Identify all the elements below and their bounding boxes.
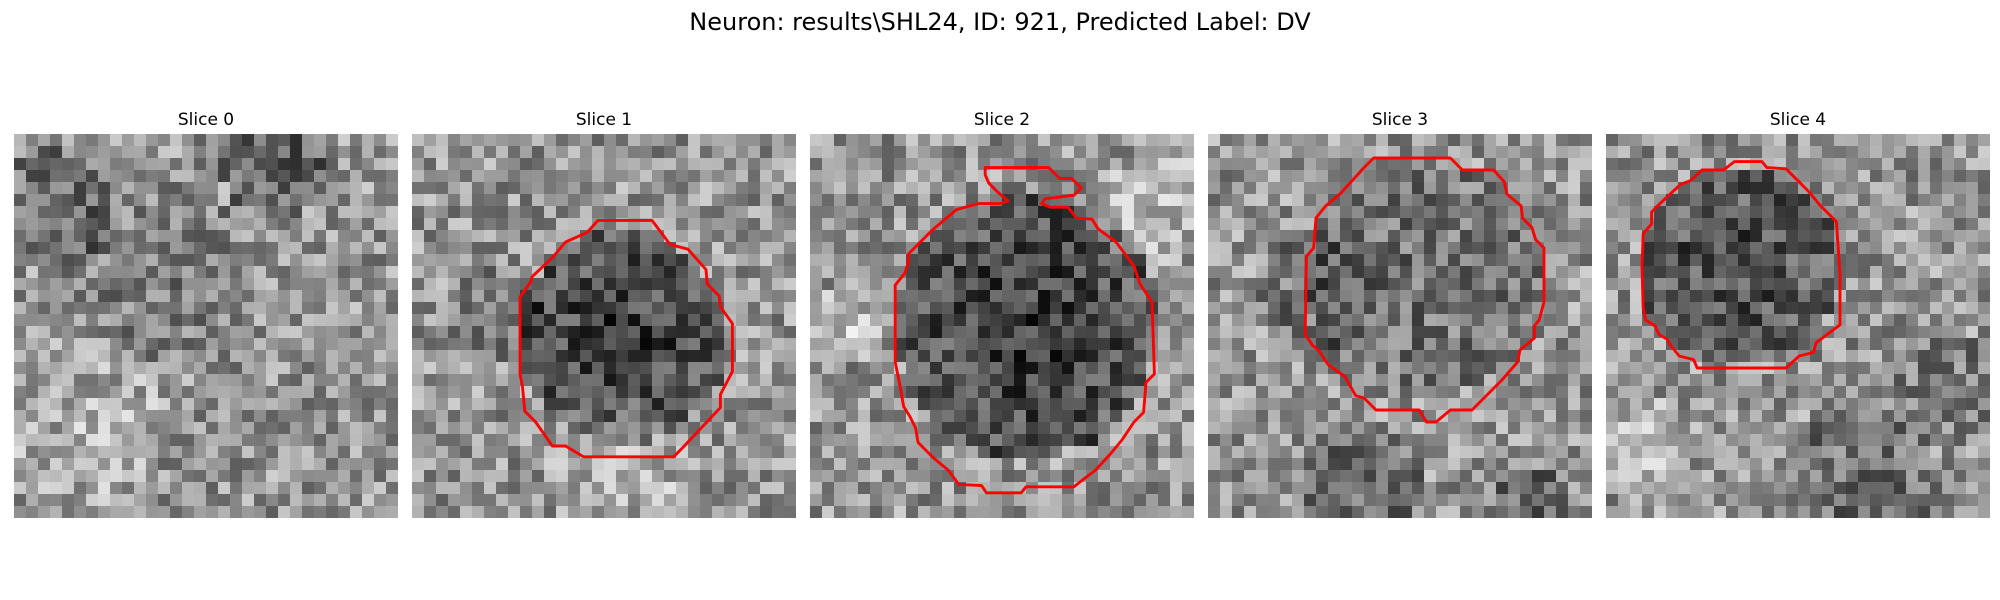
slice-panel-0: Slice 0: [14, 108, 398, 518]
slice-title-2: Slice 2: [973, 110, 1031, 130]
slice-panel-3: Slice 3: [1208, 108, 1592, 518]
slice-title-3: Slice 3: [1371, 110, 1429, 130]
segmentation-contour-4: [1640, 160, 1842, 370]
slice-panel-2: Slice 2: [810, 108, 1194, 518]
segmentation-contour-2: [893, 166, 1156, 495]
slice-title-0: Slice 0: [177, 110, 235, 130]
slice-image-3: [1208, 134, 1592, 518]
slice-panel-4: Slice 4: [1606, 108, 1990, 518]
figure-title: Neuron: results\SHL24, ID: 921, Predicte…: [689, 8, 1311, 36]
slice-image-0: [14, 134, 398, 518]
segmentation-contour-3: [1303, 156, 1546, 424]
slice-image-2: [810, 134, 1194, 518]
slice-title-4: Slice 4: [1769, 110, 1827, 130]
segmentation-contour-1: [518, 218, 734, 459]
slice-image-4: [1606, 134, 1990, 518]
slice-title-1: Slice 1: [575, 110, 633, 130]
slice-panel-1: Slice 1: [412, 108, 796, 518]
slice-image-1: [412, 134, 796, 518]
